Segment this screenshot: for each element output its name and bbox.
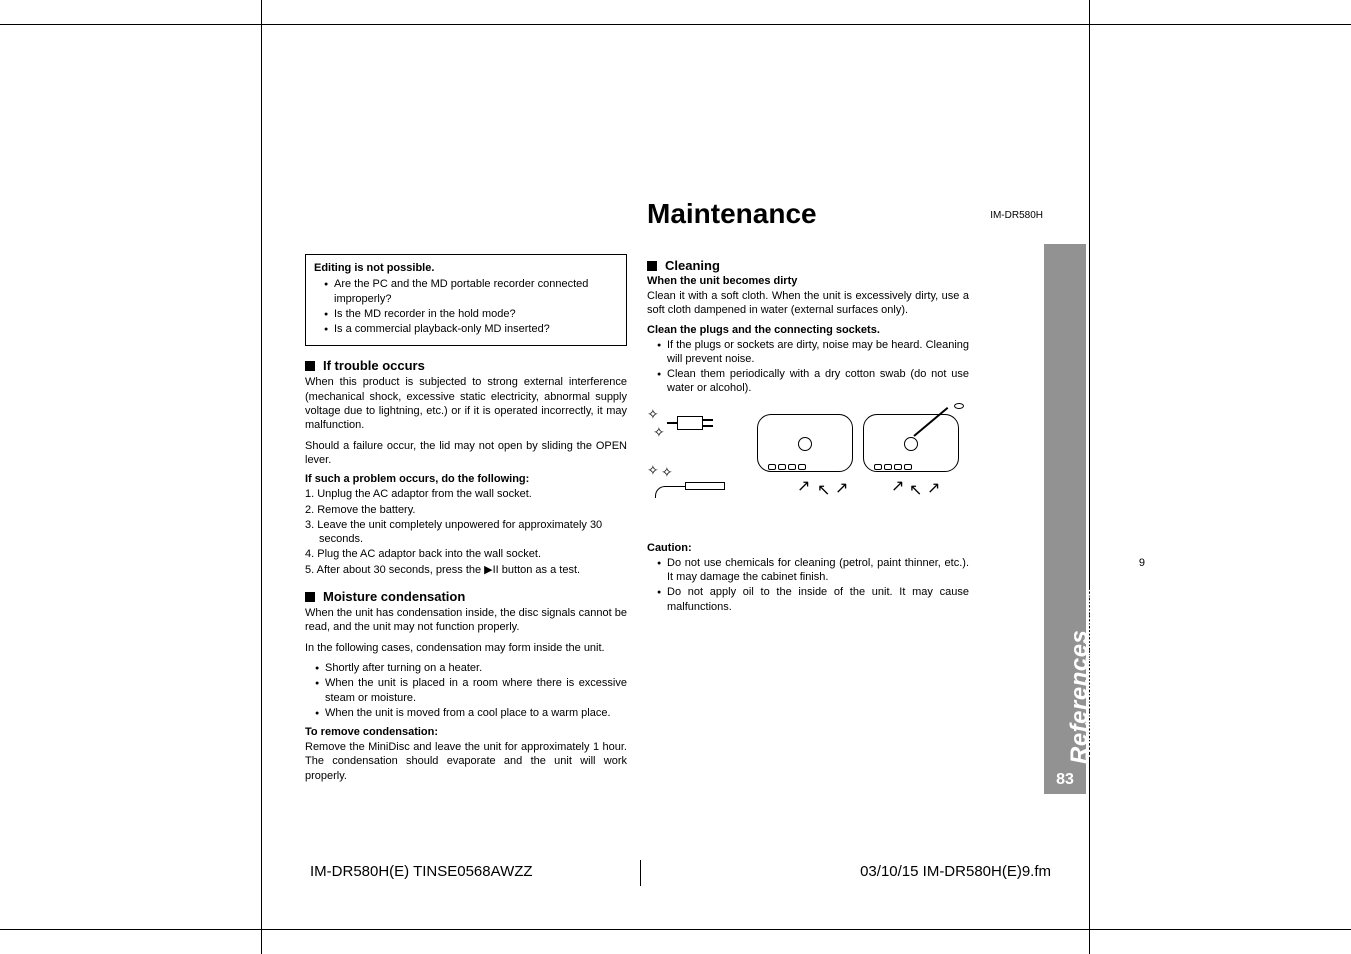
list-item: When the unit is moved from a cool place… [315, 706, 627, 720]
plug-icon [657, 410, 717, 438]
subheading: Clean the plugs and the connecting socke… [647, 324, 969, 336]
device-icon [863, 414, 959, 472]
heading-text: Cleaning [665, 258, 720, 273]
heading-text: Moisture condensation [323, 589, 465, 604]
list-item: Is the MD recorder in the hold mode? [324, 307, 618, 321]
page-title: Maintenance [647, 198, 969, 230]
arrow-icon: ↗ [797, 476, 810, 496]
bullet-list: Do not use chemicals for cleaning (petro… [647, 556, 969, 614]
page-number: 83 [1044, 766, 1086, 794]
remove-title: To remove condensation: [305, 726, 627, 738]
sparkle-icon: ✧ [647, 462, 659, 479]
subheading: When the unit becomes dirty [647, 275, 969, 287]
paragraph: When the unit has condensation inside, t… [305, 606, 627, 635]
footer-right: 03/10/15 IM-DR580H(E)9.fm [860, 863, 1051, 880]
square-bullet-icon [305, 361, 315, 371]
list-item: When the unit is placed in a room where … [315, 676, 627, 705]
list-item: Clean them periodically with a dry cotto… [657, 367, 969, 396]
list-item: Do not use chemicals for cleaning (petro… [657, 556, 969, 585]
paragraph: Clean it with a soft cloth. When the uni… [647, 289, 969, 318]
crop-mark-vertical [261, 0, 262, 954]
arrow-icon: ↖ [817, 480, 830, 500]
side-tab-sub: -Troubleshooting/Maintenance- [1083, 586, 1097, 764]
heading-text: If trouble occurs [323, 358, 425, 373]
editing-box: Editing is not possible. Are the PC and … [305, 254, 627, 346]
list-item: 4. Plug the AC adaptor back into the wal… [305, 547, 627, 561]
section-heading-cleaning: Cleaning [647, 258, 969, 273]
content-area: Maintenance Cleaning When the unit becom… [305, 198, 969, 789]
list-item: 3. Leave the unit completely unpowered f… [305, 518, 627, 547]
numbered-list: 1. Unplug the AC adaptor from the wall s… [305, 487, 627, 577]
crop-mark-horizontal [0, 24, 1351, 25]
box-title: Editing is not possible. [314, 261, 618, 275]
device-icon [757, 414, 853, 472]
section-heading-trouble: If trouble occurs [305, 358, 627, 373]
paragraph: In the following cases, condensation may… [305, 641, 627, 655]
side-tab: References -Troubleshooting/Maintenance- [1044, 244, 1086, 768]
sparkle-icon: ✧ [647, 406, 659, 423]
section-heading-moisture: Moisture condensation [305, 589, 627, 604]
bullet-list: Are the PC and the MD portable recorder … [314, 277, 618, 336]
sparkle-icon: ✧ [653, 424, 665, 441]
paragraph: Should a failure occur, the lid may not … [305, 439, 627, 468]
footer: IM-DR580H(E) TINSE0568AWZZ 03/10/15 IM-D… [0, 863, 1351, 880]
footer-left: IM-DR580H(E) TINSE0568AWZZ [310, 863, 533, 880]
cotton-swab-icon [914, 405, 964, 445]
arrow-icon: ↗ [891, 476, 904, 496]
left-column: Editing is not possible. Are the PC and … [305, 254, 627, 789]
bullet-list: If the plugs or sockets are dirty, noise… [647, 338, 969, 396]
square-bullet-icon [305, 592, 315, 602]
paragraph: When this product is subjected to strong… [305, 375, 627, 432]
list-item: Do not apply oil to the inside of the un… [657, 585, 969, 614]
crop-mark-vertical [1089, 0, 1090, 954]
list-item: 5. After about 30 seconds, press the ▶II… [305, 563, 627, 577]
list-item: Shortly after turning on a heater. [315, 661, 627, 675]
square-bullet-icon [647, 261, 657, 271]
model-code: IM-DR580H [990, 210, 1043, 221]
crop-mark-horizontal [0, 929, 1351, 930]
list-item: 2. Remove the battery. [305, 503, 627, 517]
sheet-number: 9 [1139, 557, 1145, 569]
list-item: If the plugs or sockets are dirty, noise… [657, 338, 969, 367]
arrow-icon: ↖ [909, 480, 922, 500]
manual-page: IM-DR580H Maintenance Cleaning When the … [0, 0, 1351, 954]
sparkle-icon: ✧ [661, 464, 673, 481]
caution-heading: Caution: [647, 542, 969, 554]
bullet-list: Shortly after turning on a heater. When … [305, 661, 627, 720]
list-item: 1. Unplug the AC adaptor from the wall s… [305, 487, 627, 501]
arrow-icon: ↗ [835, 478, 848, 498]
list-item: Are the PC and the MD portable recorder … [324, 277, 618, 306]
list-item: Is a commercial playback-only MD inserte… [324, 322, 618, 336]
cleaning-illustration: ✧ ✧ ✧ [647, 402, 969, 532]
right-column: Maintenance Cleaning When the unit becom… [647, 198, 969, 620]
steps-title: If such a problem occurs, do the followi… [305, 473, 627, 485]
arrow-icon: ↗ [927, 478, 940, 498]
paragraph: Remove the MiniDisc and leave the unit f… [305, 740, 627, 783]
